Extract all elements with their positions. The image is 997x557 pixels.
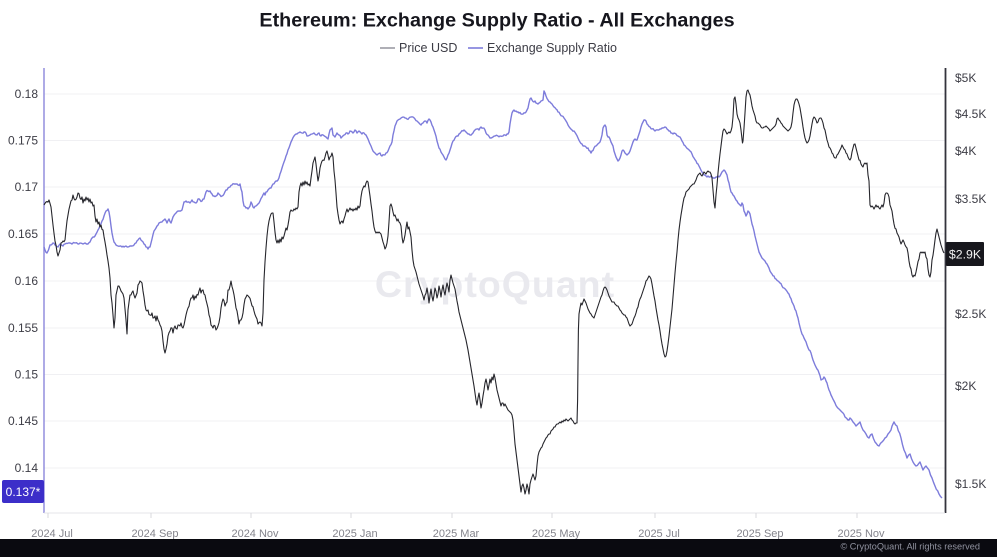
svg-text:$5K: $5K (955, 71, 976, 85)
svg-text:0.15: 0.15 (15, 368, 39, 382)
svg-text:0.155: 0.155 (8, 321, 38, 335)
svg-text:Ethereum: Exchange Supply Rati: Ethereum: Exchange Supply Ratio - All Ex… (259, 10, 734, 32)
svg-text:0.18: 0.18 (15, 87, 39, 101)
svg-text:2025 Jan: 2025 Jan (332, 528, 377, 540)
svg-text:2025 Sep: 2025 Sep (736, 528, 783, 540)
svg-text:2024 Nov: 2024 Nov (231, 528, 279, 540)
svg-text:Exchange Supply Ratio: Exchange Supply Ratio (487, 41, 617, 55)
svg-text:$1.5K: $1.5K (955, 477, 986, 491)
svg-text:0.17: 0.17 (15, 180, 39, 194)
svg-text:$3.5K: $3.5K (955, 192, 986, 206)
svg-text:2025 Jul: 2025 Jul (638, 528, 680, 540)
svg-text:Price USD: Price USD (399, 41, 457, 55)
svg-text:$2.9K: $2.9K (949, 248, 982, 262)
svg-text:© CryptoQuant. All rights rese: © CryptoQuant. All rights reserved (840, 542, 980, 552)
svg-text:2025 Mar: 2025 Mar (433, 528, 480, 540)
svg-text:0.165: 0.165 (8, 227, 38, 241)
svg-text:CryptoQuant: CryptoQuant (375, 263, 615, 305)
svg-text:$2.5K: $2.5K (955, 307, 986, 321)
svg-text:$2K: $2K (955, 379, 976, 393)
svg-text:2025 Nov: 2025 Nov (837, 528, 885, 540)
svg-text:2025 May: 2025 May (532, 528, 581, 540)
svg-text:2024 Jul: 2024 Jul (31, 528, 73, 540)
svg-text:2024 Sep: 2024 Sep (131, 528, 178, 540)
svg-text:0.175: 0.175 (8, 134, 38, 148)
svg-text:0.145: 0.145 (8, 414, 38, 428)
svg-text:0.137*: 0.137* (6, 485, 41, 499)
svg-text:$4.5K: $4.5K (955, 107, 986, 121)
svg-text:0.16: 0.16 (15, 274, 39, 288)
svg-text:$4K: $4K (955, 144, 976, 158)
svg-text:0.14: 0.14 (15, 461, 39, 475)
